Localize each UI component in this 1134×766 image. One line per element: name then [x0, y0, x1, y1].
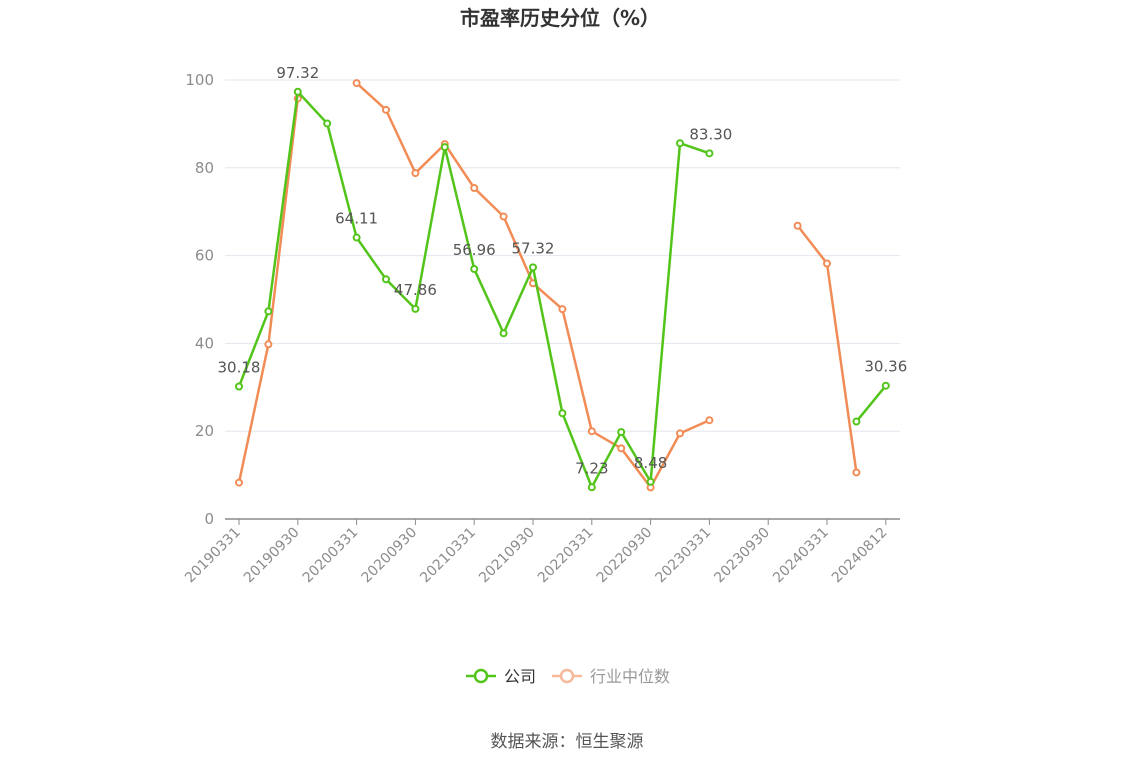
data-point[interactable]: [587, 427, 596, 436]
data-point[interactable]: [499, 212, 508, 221]
legend[interactable]: 公司 行业中位数: [466, 667, 670, 686]
x-tick-label: 20220930: [594, 525, 656, 587]
x-tick-label: 20240812: [829, 525, 891, 587]
data-point[interactable]: [382, 105, 390, 114]
y-tick-label: 80: [195, 159, 214, 177]
x-tick-label: 20220331: [535, 525, 597, 587]
x-tick-label: 20210331: [417, 525, 479, 587]
x-tick-label: 20230331: [653, 525, 715, 587]
y-tick-label: 20: [195, 422, 214, 440]
series-industry-median: [235, 79, 861, 492]
legend-label: 行业中位数: [590, 667, 670, 686]
grid-lines: [225, 79, 900, 432]
data-point[interactable]: [705, 416, 714, 425]
data-label: 8.48: [634, 454, 667, 472]
data-label: 30.36: [864, 358, 907, 376]
data-point[interactable]: [852, 417, 861, 426]
legend-item-industry-median[interactable]: 行业中位数: [552, 667, 670, 686]
legend-marker: [559, 668, 575, 684]
data-point[interactable]: [264, 307, 273, 316]
x-tick-label: 20200930: [359, 525, 421, 587]
data-point[interactable]: [323, 119, 332, 128]
y-tick-label: 100: [185, 71, 214, 89]
x-axis: 2019033120190930202003312020093020210331…: [182, 518, 900, 587]
data-label: 57.32: [512, 239, 555, 257]
data-point[interactable]: [411, 169, 420, 178]
x-tick-label: 20190930: [241, 525, 303, 587]
data-point[interactable]: [382, 275, 390, 284]
data-point[interactable]: [881, 381, 890, 390]
data-label: 30.18: [218, 359, 261, 377]
data-point[interactable]: [646, 477, 655, 486]
data-point[interactable]: [470, 264, 479, 273]
data-point[interactable]: [529, 263, 537, 272]
data-point[interactable]: [823, 259, 831, 268]
y-tick-label: 60: [195, 247, 214, 265]
data-label: 97.32: [276, 64, 319, 82]
series-line: [855, 384, 887, 423]
data-point[interactable]: [558, 409, 567, 418]
data-point[interactable]: [587, 483, 596, 492]
x-tick-label: 20200331: [300, 525, 362, 587]
data-point[interactable]: [499, 329, 508, 338]
y-tick-label: 40: [195, 334, 214, 352]
data-point[interactable]: [705, 149, 714, 158]
data-label: 64.11: [335, 210, 378, 228]
data-point[interactable]: [793, 221, 802, 230]
data-point[interactable]: [352, 233, 361, 242]
data-point[interactable]: [617, 444, 626, 453]
data-labels: 30.18 97.32 64.11 47.86 56.96 57.32 7.23 8.48 83…: [218, 64, 908, 477]
y-axis: 0 20 40 60 80 100: [185, 71, 214, 528]
x-tick-label: 20210930: [476, 525, 538, 587]
data-point[interactable]: [676, 139, 684, 148]
data-point[interactable]: [293, 87, 302, 96]
data-point[interactable]: [852, 468, 861, 477]
series-line: [237, 90, 710, 489]
data-label: 83.30: [689, 125, 732, 143]
data-point[interactable]: [264, 340, 273, 349]
source-note: 数据来源：恒生聚源: [491, 732, 644, 752]
legend-marker: [473, 668, 489, 684]
y-tick-label: 0: [204, 510, 214, 528]
data-point[interactable]: [558, 305, 567, 314]
data-point[interactable]: [352, 79, 361, 88]
legend-item-company[interactable]: 公司: [466, 667, 536, 686]
x-tick-label: 20230930: [711, 525, 773, 587]
data-point[interactable]: [676, 429, 684, 438]
x-tick-label: 20190331: [182, 525, 244, 587]
data-point[interactable]: [440, 143, 449, 152]
data-point[interactable]: [411, 304, 420, 313]
legend-label: 公司: [504, 667, 536, 686]
x-tick-label: 20240331: [770, 525, 832, 587]
series-lines: [235, 79, 890, 492]
data-point[interactable]: [617, 428, 626, 437]
data-label: 47.86: [394, 281, 437, 299]
data-point[interactable]: [235, 478, 243, 487]
data-label: 7.23: [575, 459, 608, 477]
data-point[interactable]: [470, 183, 479, 192]
series-company: [235, 87, 890, 492]
data-point[interactable]: [235, 382, 243, 391]
data-label: 56.96: [453, 241, 496, 259]
chart-title: 市盈率历史分位（%）: [460, 6, 660, 30]
